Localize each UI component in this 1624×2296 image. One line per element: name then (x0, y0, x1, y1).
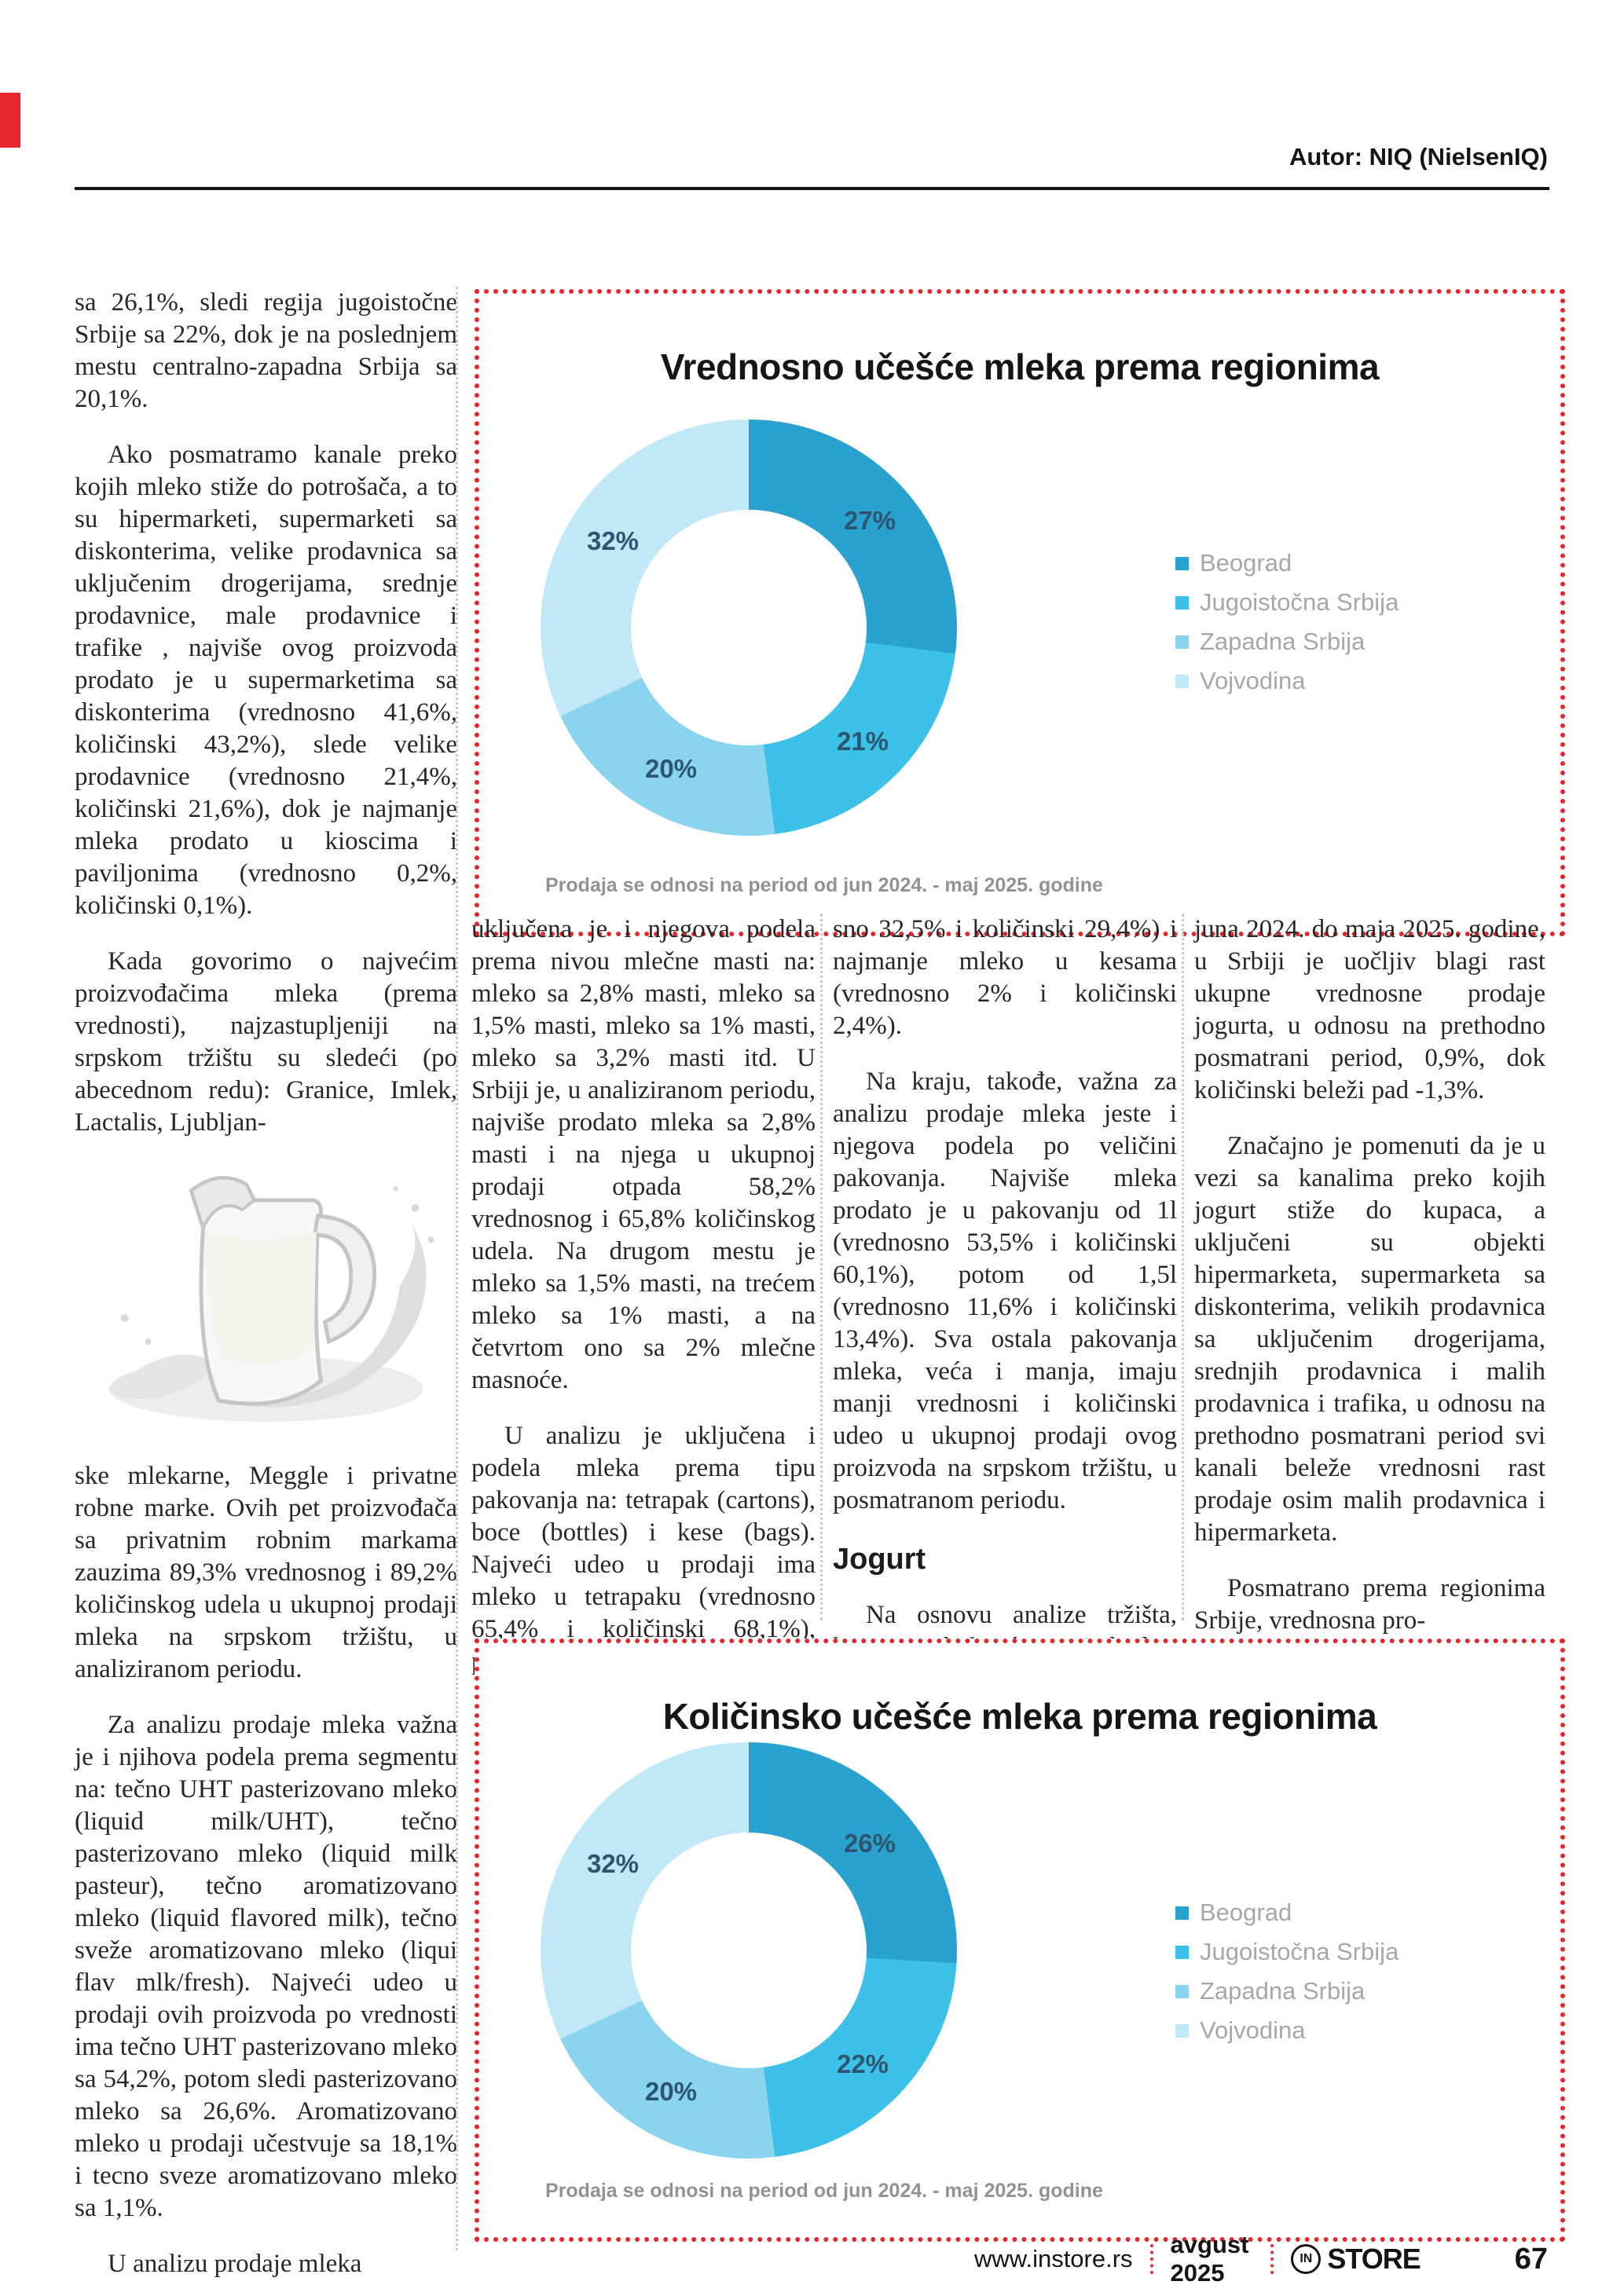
legend-label: Beograd (1200, 1899, 1292, 1926)
legend-item: Vojvodina (1175, 2011, 1399, 2050)
legend-label: Zapadna Srbija (1200, 628, 1366, 655)
slice-label-zapadna: 20% (644, 2077, 698, 2106)
legend-chip (1175, 674, 1189, 688)
legend-item: Jugoistočna Srbija (1175, 1932, 1399, 1972)
text-column-1: sa 26,1%, sledi regija jugoistočne Srbij… (75, 287, 457, 2280)
page-footer: www.instore.rs avgust 2025 IN STORE 67 (974, 2231, 1548, 2287)
slice-label-beograd: 26% (843, 1829, 896, 1858)
column-divider (820, 914, 823, 1620)
slice-label-jugoistocna: 21% (836, 727, 889, 756)
text-column-3: sno 32,5% i količinski 29,4%) i najmanje… (833, 914, 1177, 1664)
text-column-4: juna 2024. do maja 2025. godine, u Srbij… (1194, 914, 1545, 1637)
donut-chart-value: 27% 21% 20% 32% (541, 419, 957, 836)
page-number: 67 (1514, 2242, 1548, 2276)
column-divider (1182, 914, 1184, 1620)
legend-chip (1175, 556, 1189, 570)
slice-label-jugoistocna: 22% (836, 2049, 889, 2078)
author-credit: Autor: NIQ (NielsenIQ) (1289, 143, 1548, 170)
legend-chip (1175, 635, 1189, 649)
slice-label-vojvodina: 32% (586, 1849, 640, 1878)
text-column-2: uključena je i njegova podela prema nivo… (471, 914, 816, 1678)
legend-item: Zapadna Srbija (1175, 622, 1399, 661)
legend-label: Jugoistočna Srbija (1200, 1938, 1399, 1965)
paragraph: U analizu prodaje mleka (108, 2250, 362, 2278)
paragraph: Kada govorimo o najvećim proizvođačima m… (75, 947, 457, 1137)
chart-legend: Beograd Jugoistočna Srbija Zapadna Srbij… (1175, 1893, 1399, 2050)
footer-website: www.instore.rs (974, 2245, 1133, 2272)
legend-label: Jugoistočna Srbija (1200, 588, 1399, 616)
legend-item: Beograd (1175, 1893, 1399, 1932)
paragraph: juna 2024. do maja 2025. godine, u Srbij… (1194, 915, 1545, 1104)
column-divider (456, 287, 458, 2250)
page-edge-mark (0, 93, 20, 148)
legend-label: Beograd (1200, 549, 1292, 577)
paragraph: sno 32,5% i količinski 29,4%) i najmanje… (833, 915, 1177, 1040)
footer-divider (1270, 2244, 1274, 2274)
paragraph: uključena je i njegova podela prema nivo… (471, 915, 816, 1394)
legend-chip (1175, 2023, 1189, 2038)
legend-label: Vojvodina (1200, 2016, 1306, 2044)
slice-label-vojvodina: 32% (586, 526, 640, 555)
legend-label: Zapadna Srbija (1200, 1977, 1366, 2005)
slice-label-beograd: 27% (843, 506, 896, 535)
donut-hole (631, 1833, 867, 2068)
paragraph: Značajno je pomenuti da je u vezi sa kan… (1194, 1132, 1545, 1547)
footer-divider (1149, 2244, 1153, 2274)
legend-item: Zapadna Srbija (1175, 1972, 1399, 2011)
legend-chip (1175, 595, 1189, 610)
donut-hole (631, 510, 867, 745)
legend-item: Beograd (1175, 544, 1399, 583)
footer-issue: avgust 2025 (1170, 2231, 1249, 2287)
milk-jug-image (75, 1153, 457, 1437)
chart-title: Količinsko učešće mleka prema regionima (662, 1696, 1377, 1738)
chart-title: Vrednosno učešće mleka prema regionima (660, 346, 1380, 388)
legend-chip (1175, 1906, 1189, 1920)
in-logo-icon: IN (1291, 2244, 1322, 2274)
chart-legend: Beograd Jugoistočna Srbija Zapadna Srbij… (1175, 544, 1399, 701)
instore-logo: IN STORE (1291, 2243, 1421, 2276)
paragraph: Za analizu prodaje mleka važna je i njih… (75, 1711, 457, 2222)
section-heading-jogurt: Jogurt (833, 1543, 926, 1576)
paragraph: Ako posmatramo kanale preko kojih mleko … (75, 441, 457, 920)
paragraph: Posmatrano prema regionima Srbije, vredn… (1194, 1574, 1545, 1635)
paragraph: ske mlekarne, Meggle i privatne robne ma… (75, 1462, 457, 1683)
legend-chip (1175, 1945, 1189, 1959)
chart-value-share-by-region: Vrednosno učešće mleka prema regionima 2… (475, 289, 1565, 936)
header-rule (75, 187, 1549, 190)
slice-label-zapadna: 20% (644, 754, 698, 783)
legend-item: Jugoistočna Srbija (1175, 583, 1399, 622)
donut-chart-volume: 26% 22% 20% 32% (541, 1742, 957, 2159)
store-logo-text: STORE (1327, 2243, 1421, 2275)
chart-footnote: Prodaja se odnosi na period od jun 2024.… (545, 2180, 1103, 2202)
chart-volume-share-by-region: Količinsko učešće mleka prema regionima … (475, 1639, 1565, 2242)
paragraph: Na kraju, takođe, važna za analizu proda… (833, 1067, 1177, 1514)
legend-item: Vojvodina (1175, 661, 1399, 701)
paragraph: sa 26,1%, sledi regija jugoistočne Srbij… (75, 288, 457, 413)
legend-label: Vojvodina (1200, 667, 1306, 694)
chart-footnote: Prodaja se odnosi na period od jun 2024.… (545, 874, 1103, 896)
legend-chip (1175, 1984, 1189, 1998)
